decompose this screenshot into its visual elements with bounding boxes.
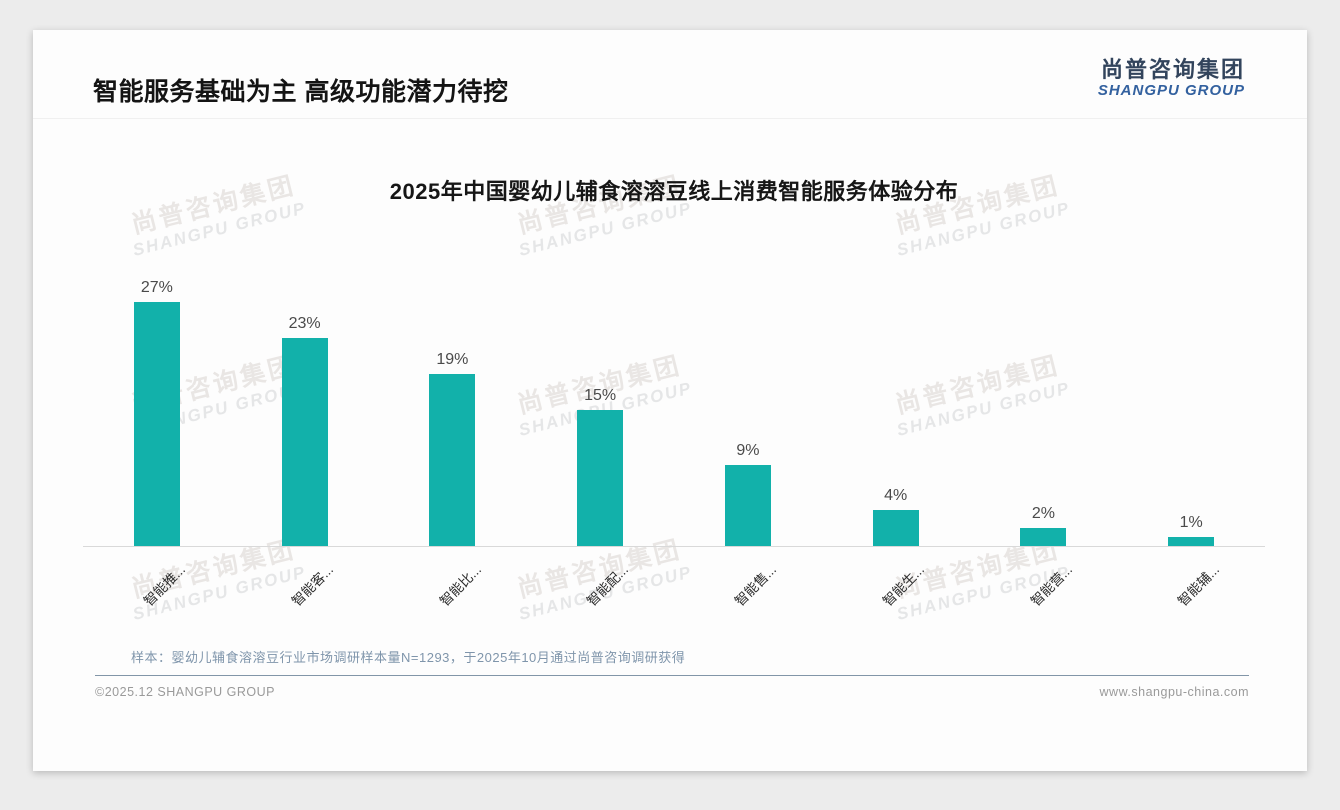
bar: [1168, 536, 1215, 546]
header: 智能服务基础为主 高级功能潜力待挖 尚普咨询集团 SHANGPU GROUP: [33, 30, 1307, 119]
bar: [133, 301, 180, 546]
watermark-english-text: SHANGPU GROUP: [894, 198, 1073, 260]
x-axis-label: 智能售...: [732, 561, 780, 610]
bar: [1020, 527, 1067, 546]
chart-section: 尚普咨询集团 SHANGPU GROUP 尚普咨询集团 SHANGPU GROUP 尚普…: [83, 119, 1265, 647]
x-axis-label-slot: 智能生...: [822, 547, 970, 647]
x-axis-label: 智能比...: [436, 561, 484, 610]
bar-column: 15%: [526, 387, 674, 546]
watermark-english-text: SHANGPU GROUP: [516, 198, 695, 260]
footer: ©2025.12 SHANGPU GROUP www.shangpu-china…: [95, 676, 1249, 699]
bar: [429, 374, 476, 546]
foot-area: 样本：婴幼儿辅食溶溶豆行业市场调研样本量N=1293，于2025年10月通过尚普…: [95, 647, 1249, 699]
x-axis-label-slot: 智能售...: [674, 547, 822, 647]
x-axis-label: 智能配...: [584, 561, 632, 610]
bar-column: 4%: [822, 487, 970, 546]
bar-column: 2%: [970, 505, 1118, 546]
watermark-english-text: SHANGPU GROUP: [130, 198, 309, 260]
logo-chinese-text: 尚普咨询集团: [1100, 57, 1245, 82]
bar-value-label: 4%: [884, 486, 908, 504]
bar-value-label: 15%: [584, 387, 617, 405]
bar-value-label: 27%: [140, 278, 173, 296]
company-logo: 尚普咨询集团 SHANGPU GROUP: [1097, 57, 1245, 99]
bar: [724, 464, 771, 546]
x-axis-label-slot: 智能客...: [231, 547, 379, 647]
sample-footnote: 样本：婴幼儿辅食溶溶豆行业市场调研样本量N=1293，于2025年10月通过尚普…: [131, 650, 686, 665]
x-axis-labels: 智能推... 智能客... 智能比... 智能配... 智能售... 智能生... 智能营.…: [83, 547, 1265, 647]
logo-english-text: SHANGPU GROUP: [1097, 81, 1245, 99]
bar: [872, 509, 919, 546]
bar-value-label: 2%: [1031, 504, 1055, 522]
bar-column: 27%: [83, 279, 231, 546]
bar-chart: 27% 23% 19% 15% 9% 4% 2% 1% 智能推... 智能客... 智能比... 智…: [83, 278, 1265, 647]
bar: [281, 337, 328, 546]
x-axis-label-slot: 智能营...: [970, 547, 1118, 647]
x-axis-label: 智能辅...: [1175, 561, 1223, 610]
footer-website: www.shangpu-china.com: [1099, 685, 1249, 699]
bar-column: 23%: [231, 315, 379, 546]
bar-value-label: 19%: [436, 351, 469, 369]
x-axis-label: 智能营...: [1027, 561, 1075, 610]
x-axis-label: 智能客...: [288, 561, 337, 610]
x-axis-label: 智能推...: [141, 561, 189, 610]
footer-divider: [95, 675, 1249, 676]
x-axis-label: 智能生...: [879, 561, 928, 610]
x-axis-label-slot: 智能辅...: [1117, 547, 1265, 647]
x-axis-label-slot: 智能配...: [526, 547, 674, 647]
bar-value-label: 1%: [1179, 513, 1203, 531]
bar-column: 1%: [1117, 514, 1265, 546]
bar: [577, 410, 624, 546]
bar-value-label: 23%: [288, 314, 321, 332]
footer-copyright: ©2025.12 SHANGPU GROUP: [95, 685, 275, 699]
bar-column: 19%: [379, 351, 527, 546]
page-title: 智能服务基础为主 高级功能潜力待挖: [93, 78, 509, 106]
bars-area: 27% 23% 19% 15% 9% 4% 2% 1%: [83, 278, 1265, 547]
bar-value-label: 9%: [736, 441, 760, 459]
slide-card: 智能服务基础为主 高级功能潜力待挖 尚普咨询集团 SHANGPU GROUP 尚…: [33, 30, 1307, 771]
x-axis-label-slot: 智能推...: [83, 547, 231, 647]
x-axis-label-slot: 智能比...: [379, 547, 527, 647]
chart-title: 2025年中国婴幼儿辅食溶溶豆线上消费智能服务体验分布: [389, 179, 959, 204]
bar-column: 9%: [674, 442, 822, 546]
